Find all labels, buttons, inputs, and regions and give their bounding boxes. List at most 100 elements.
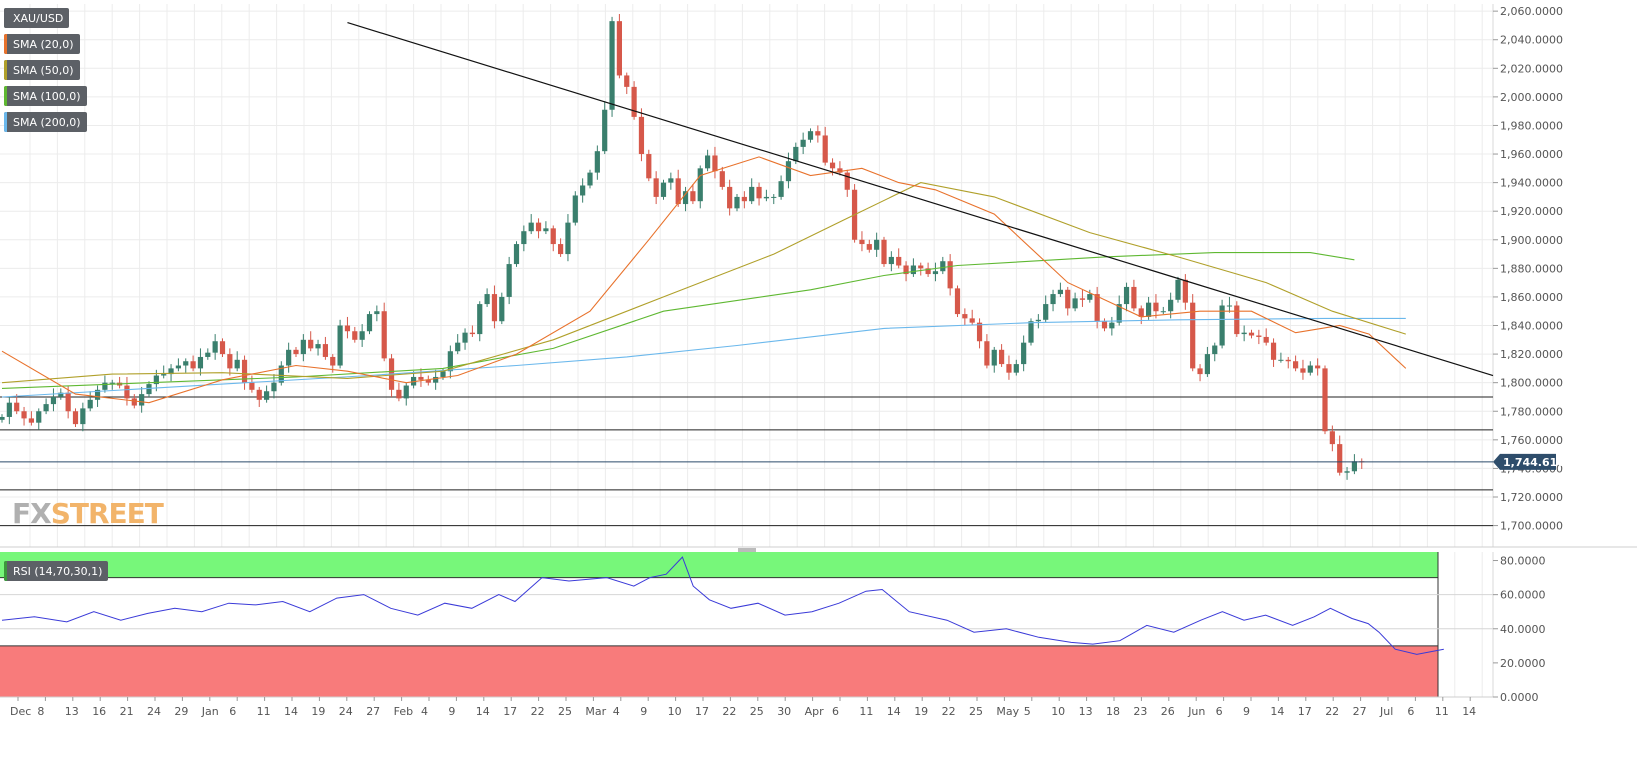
x-tick-label: 9 [448,705,455,718]
candle-body [300,339,306,355]
candle-body [1175,279,1181,300]
x-tick-label: 22 [722,705,736,718]
x-tick-label: 10 [1051,705,1065,718]
y-tick-label: 2,040.0000 [1500,34,1563,47]
x-tick-label: 4 [421,705,428,718]
y-tick-label: 2,020.0000 [1500,62,1563,75]
candle-body [447,351,453,372]
candle-body [705,155,711,169]
candle-body [241,359,248,383]
candle-body [1293,361,1299,369]
candle-body [1168,299,1174,312]
candle-body [668,178,674,183]
candle-body [1043,304,1049,320]
legend-sma-200-label: SMA (200,0) [13,115,81,129]
candle-body [271,382,277,392]
candle-body [1079,298,1086,300]
y-tick-label: 2,060.0000 [1500,5,1563,18]
candle-body [624,75,630,87]
x-tick-label: 22 [531,705,545,718]
sma-20-line [1,156,1407,404]
x-tick-label: Jun [1187,705,1205,718]
candle-body [1337,444,1343,473]
candle-body [910,265,916,275]
candle-body [565,222,571,255]
legend: XAU/USD SMA (20,0) SMA (50,0) SMA (100,0… [4,8,87,138]
candle-body [587,172,593,186]
candle-body [638,116,645,155]
rsi-y-tick-label: 20.0000 [1500,657,1546,670]
candle-body [771,196,777,198]
fxstreet-logo: FXSTREET [12,497,164,530]
legend-sma-100[interactable]: SMA (100,0) [4,86,87,106]
x-tick-label: Jul [1379,705,1393,718]
candle-body [131,398,137,406]
vertical-gridlines [29,4,1483,547]
candle-body [1028,321,1034,343]
y-tick-label: 1,960.0000 [1500,148,1563,161]
candle-body [1226,305,1233,307]
candle-body [1065,289,1071,309]
candle-body [690,191,696,202]
candle-body [999,349,1005,365]
candle-body [896,256,902,266]
x-tick-label: 13 [65,705,79,718]
candle-body [322,344,328,357]
candle-body [521,231,527,245]
candle-body [822,135,828,163]
x-tick-label: 30 [777,705,791,718]
candle-body [1344,471,1350,473]
candle-body [1050,294,1056,305]
candle-body [484,294,490,305]
rsi-y-tick-label: 0.0000 [1500,691,1539,704]
legend-rsi[interactable]: RSI (14,70,30,1) [4,561,109,581]
candle-body [660,182,667,197]
candle-body [72,411,79,425]
candles [0,14,1365,480]
candle-body [499,296,505,322]
logo-part-2: STREET [50,497,164,530]
x-tick-label: 24 [339,705,353,718]
candle-body [1116,304,1122,323]
candle-body [1146,302,1152,317]
candle-body [550,228,556,245]
candle-body [1094,294,1100,322]
candle-body [366,314,373,332]
current-price-label: 1,744.6100 [1503,456,1573,469]
candle-body [1021,342,1027,365]
y-tick-label: 1,760.0000 [1500,434,1563,447]
candle-body [1248,332,1255,336]
candle-body [1329,431,1335,445]
legend-sma-50[interactable]: SMA (50,0) [4,60,80,80]
x-tick-label: 25 [969,705,983,718]
candle-body [572,195,578,223]
candle-body [87,399,93,409]
candle-body [139,394,145,406]
candle-body [506,264,512,297]
candle-body [6,402,12,417]
candle-body [969,318,975,323]
candle-body [1035,319,1041,322]
x-tick-label: May [996,705,1019,718]
candle-body [675,178,681,205]
candle-body [403,385,409,399]
candle-body [976,322,983,342]
candle-body [712,155,718,172]
sma-50-line [1,182,1406,384]
candle-body [1270,342,1277,360]
legend-sma-20[interactable]: SMA (20,0) [4,34,80,54]
candle-body [954,288,961,315]
candle-body [815,131,821,136]
candle-body [616,21,622,76]
candle-body [14,402,20,412]
candle-body [175,365,181,369]
legend-sma-100-swatch [4,86,7,106]
legend-sma-100-label: SMA (100,0) [13,89,81,103]
rsi-vertical-gridlines [1454,552,1483,697]
candle-body [763,196,769,199]
x-tick-label: 26 [1161,705,1175,718]
legend-symbol[interactable]: XAU/USD [4,8,70,28]
legend-sma-200[interactable]: SMA (200,0) [4,112,87,132]
y-tick-label: 1,900.0000 [1500,234,1563,247]
